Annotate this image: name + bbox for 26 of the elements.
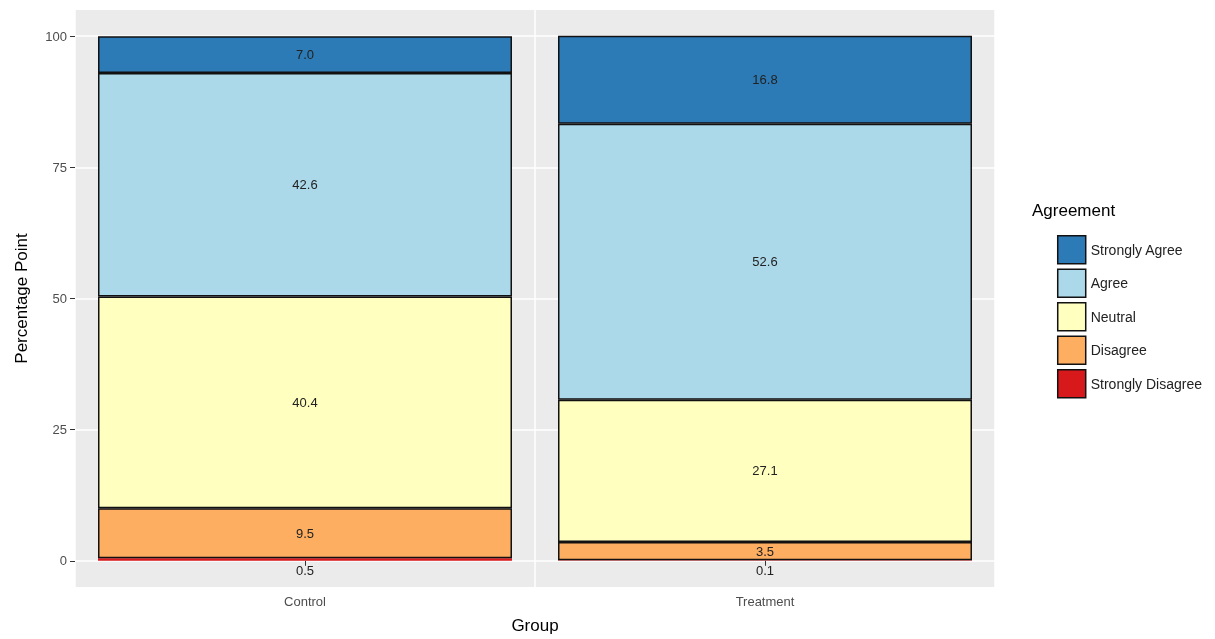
legend-title: Agreement xyxy=(1032,201,1116,220)
data-label: 9.5 xyxy=(295,525,315,541)
y-axis-title: Percentage Point xyxy=(12,233,31,364)
legend-label: Strongly Disagree xyxy=(1090,375,1203,392)
x-tick-label: Control xyxy=(284,594,327,609)
data-label: 42.6 xyxy=(292,177,318,193)
bar xyxy=(98,558,512,561)
data-label: 52.6 xyxy=(752,254,778,270)
data-label: 3.5 xyxy=(755,543,775,559)
y-tick-label: 25 xyxy=(52,422,67,438)
legend-label: Agree xyxy=(1090,275,1129,292)
data-label: 7.0 xyxy=(295,47,315,63)
data-label: 27.1 xyxy=(752,463,778,479)
legend-label: Disagree xyxy=(1090,342,1147,359)
data-label: 0.5 xyxy=(295,562,315,578)
y-tick-label: 100 xyxy=(45,28,67,44)
y-tick-label: 50 xyxy=(52,291,67,306)
legend-label: Strongly Agree xyxy=(1090,241,1183,258)
data-label: 16.8 xyxy=(752,72,778,88)
x-axis-title: Group xyxy=(511,616,559,635)
data-label: 40.4 xyxy=(292,394,318,410)
data-label: 0.1 xyxy=(755,562,775,578)
legend-label: Neutral xyxy=(1090,308,1136,325)
x-tick-label: Treatment xyxy=(735,594,795,609)
y-tick-label: 0 xyxy=(59,553,67,569)
y-tick-label: 75 xyxy=(52,159,67,175)
